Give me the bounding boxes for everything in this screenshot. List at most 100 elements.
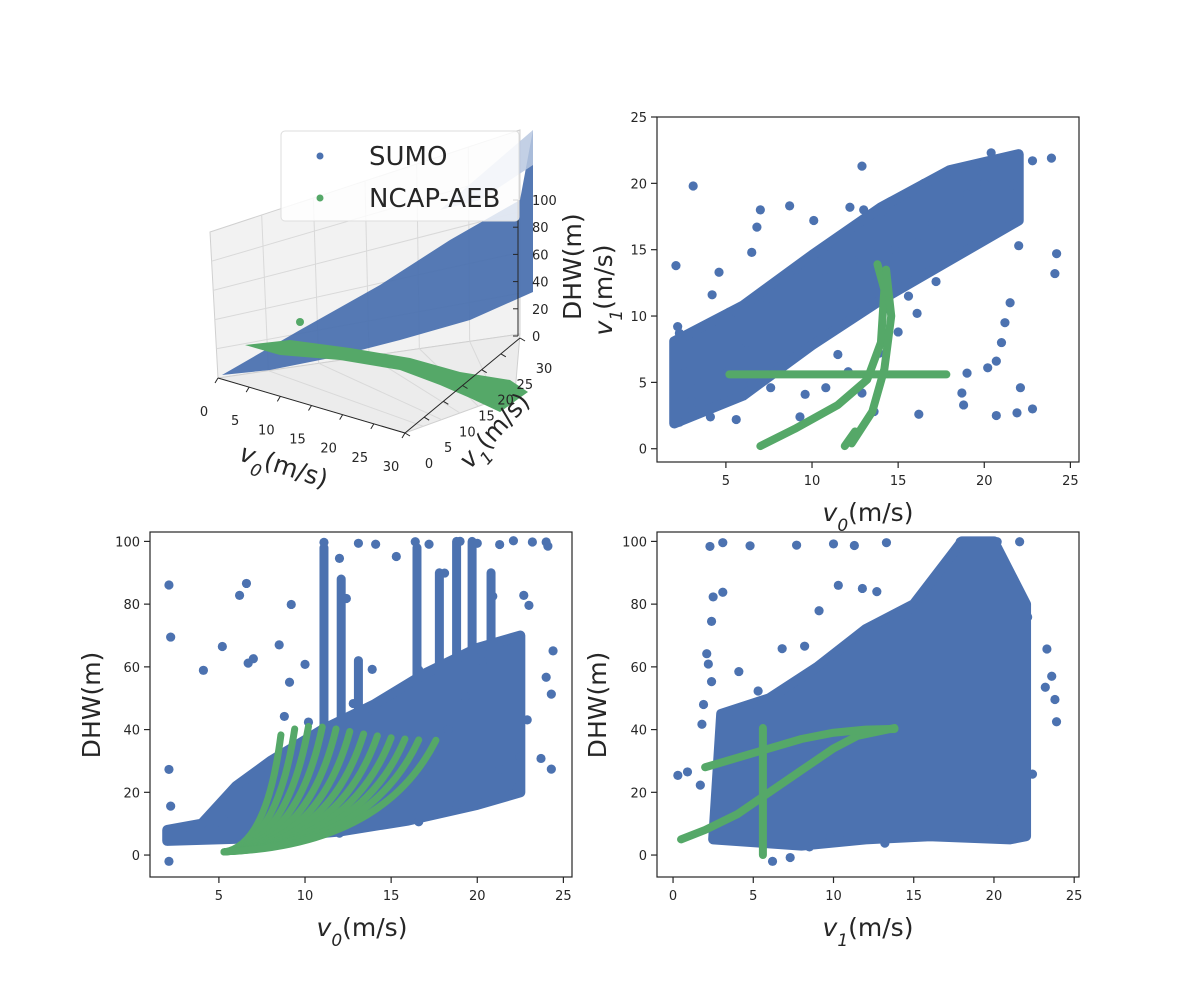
sumo-point [800,389,810,399]
ncap-surface-band [245,340,528,412]
sumo-point [957,388,967,398]
3d-grid-line [213,211,521,291]
x-tick-label: 5 [722,474,730,489]
sumo-point [931,276,941,287]
x-tick-label: 30 [383,460,400,475]
sumo-point [348,698,358,709]
sumo-point [488,591,498,601]
sumo-point [334,553,345,563]
sumo-point [983,363,993,373]
sumo-point [996,164,1007,174]
z-tick-label: 0 [532,330,540,345]
sumo-point [1050,694,1060,705]
legend-label-sumo: SUMO [369,142,447,172]
y-tick-label: 30 [536,362,553,377]
sumo-point [890,245,900,255]
panel-v0-v1-x-label: v0(m/s) [823,498,914,536]
sumo-point [698,699,709,710]
panel-v1-dhw-x-label: v1(m/s) [823,913,914,951]
sumo-point [695,780,705,790]
sumo-point [1042,644,1052,654]
sumo-point [857,832,867,843]
sumo-point [508,536,519,546]
panel-v1-dhw: 0 5 10 15 20 25 0 20 40 60 80 100 v1(m/s) DHW(m) [583,531,1082,951]
x-tick-label: 5 [231,414,239,429]
x-tick-label: 25 [1062,474,1079,489]
x-tick-label: 15 [890,474,907,489]
sumo-point [945,202,955,212]
sumo-point [671,261,681,271]
x-tick-label: 0 [200,405,208,420]
x-tick-label: 10 [825,889,842,904]
panel-v0-v1-y-label: v1(m/s) [589,245,627,336]
sumo-point [443,725,453,735]
sumo-point [795,412,805,422]
y-tick-label: 20 [123,786,140,801]
3d-grid-line [268,370,424,427]
sumo-point [741,337,752,348]
sumo-point [501,636,512,646]
sumo-point [284,677,295,687]
x-tick-label: 0 [669,889,677,904]
sumo-point [674,417,684,427]
sumo-surface-main [222,130,533,375]
ncap-point-trace [701,724,899,772]
sumo-point [717,351,728,361]
sumo-point [707,290,717,300]
sumo-point [914,230,924,240]
x-tick-label: 15 [905,889,922,904]
y-tick-label: 100 [622,535,647,550]
legend-box [280,130,520,222]
sumo-point [212,817,222,827]
sumo-point [752,222,762,232]
sumo-point [702,649,712,659]
sumo-point [859,205,869,215]
panel-v0-dhw: 5 10 15 20 25 0 20 40 60 80 100 v0(m/s) DHW(m) [77,531,573,951]
sumo-point [955,537,965,547]
sumo-point [1018,642,1028,653]
y-tick-label: 15 [630,244,647,259]
sumo-point [836,286,846,296]
sumo-point [731,414,741,425]
sumo-point [903,197,914,207]
panel-v1-dhw-y-label: DHW(m) [583,652,612,759]
x-tick-label: 20 [320,442,337,457]
sumo-point [762,294,772,304]
sumo-point [872,586,882,597]
sumo-point [674,328,684,338]
sumo-point [1015,830,1025,840]
y-tick-label: 100 [115,535,140,550]
sumo-point [198,665,208,675]
sumo-point [791,540,802,550]
sumo-point [767,856,778,866]
sumo-point [971,165,981,175]
sumo-point [714,267,724,277]
x-tick-label: 15 [383,889,400,904]
sumo-point [800,641,810,651]
x-tick-mark [339,414,344,420]
y-tick-mark [423,416,430,421]
ncap-point-trace [220,736,440,856]
sumo-point [849,540,859,551]
panel-v0-dhw-y-label: DHW(m) [77,652,106,759]
sumo-point [958,400,969,410]
sumo-point [1051,717,1062,727]
sumo-point [548,646,558,656]
y-tick-label: 40 [123,724,140,739]
sumo-point [398,710,408,720]
sumo-point [274,640,284,650]
sumo-point [708,592,718,602]
y-tick-mark [519,337,526,342]
sumo-point [541,672,551,682]
y-tick-label: 25 [517,378,534,393]
sumo-point [686,396,697,406]
sumo-point [1023,612,1033,622]
sumo-point [495,539,505,550]
sumo-point [848,255,858,265]
y-tick-label: 60 [630,661,647,676]
sumo-point [519,590,529,600]
panel-v0-v1: 5 10 15 20 25 0 5 10 15 20 25 v0(m/s) v1(m/s) [589,111,1080,536]
sumo-point [707,380,717,390]
sumo-point [1005,298,1015,308]
